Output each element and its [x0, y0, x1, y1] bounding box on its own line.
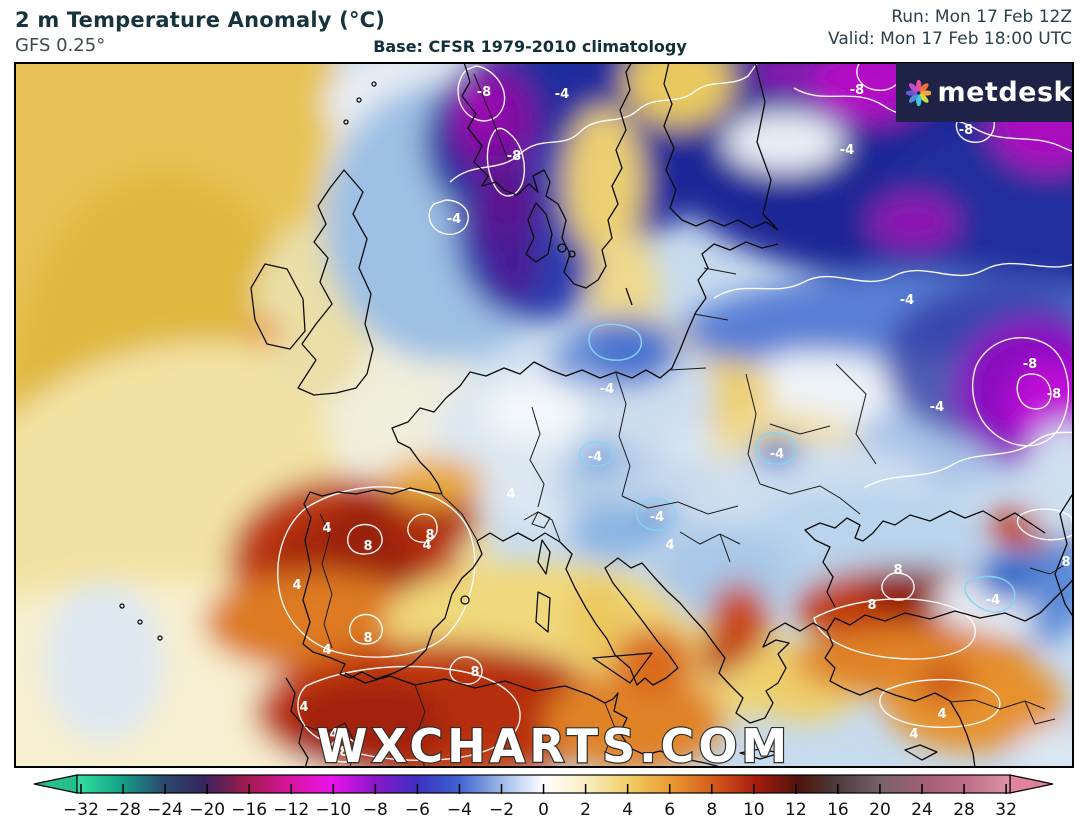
svg-text:8: 8	[1061, 555, 1070, 570]
coastlines	[119, 61, 1075, 769]
colorbar-tick-labels: −32 −28 −24 −20 −16 −12 −10 −8 −6 −4 −2 0 2 4 6 8 10 12 16…	[63, 800, 1017, 820]
contour-lines-cold	[578, 323, 1016, 613]
svg-text:−16: −16	[231, 800, 267, 820]
svg-text:-8: -8	[1023, 357, 1037, 372]
model-label: GFS 0.25°	[15, 35, 106, 56]
svg-text:28: 28	[953, 800, 975, 820]
svg-text:−2: −2	[489, 800, 514, 820]
valid-time-label: Valid: Mon 17 Feb 18:00 UTC	[828, 29, 1072, 49]
svg-text:-4: -4	[447, 212, 461, 227]
svg-text:-4: -4	[600, 382, 614, 397]
contour-lines	[277, 61, 1075, 763]
svg-text:8: 8	[470, 665, 479, 680]
svg-text:−20: −20	[189, 800, 225, 820]
svg-text:4: 4	[292, 578, 301, 593]
svg-text:6: 6	[664, 800, 675, 820]
climatology-base-label: Base: CFSR 1979-2010 climatology	[373, 37, 687, 56]
svg-text:-4: -4	[986, 593, 1000, 608]
svg-text:-8: -8	[477, 85, 491, 100]
run-time-label: Run: Mon 17 Feb 12Z	[891, 7, 1072, 27]
metdesk-logo-text: metdesk	[937, 77, 1072, 108]
svg-text:4: 4	[322, 643, 331, 658]
metdesk-logo: metdesk	[896, 63, 1072, 122]
svg-text:-4: -4	[555, 87, 569, 102]
svg-text:8: 8	[339, 745, 348, 760]
svg-text:−6: −6	[405, 800, 430, 820]
svg-text:8: 8	[867, 598, 876, 613]
svg-text:-8: -8	[1047, 387, 1061, 402]
svg-text:-8: -8	[850, 83, 864, 98]
svg-text:-4: -4	[930, 400, 944, 415]
svg-text:24: 24	[911, 800, 933, 820]
svg-text:10: 10	[743, 800, 765, 820]
svg-text:0: 0	[538, 800, 549, 820]
svg-text:12: 12	[785, 800, 807, 820]
svg-text:-4: -4	[588, 450, 602, 465]
svg-text:32: 32	[995, 800, 1017, 820]
svg-text:4: 4	[299, 700, 308, 715]
svg-text:16: 16	[827, 800, 849, 820]
svg-text:4: 4	[665, 538, 674, 553]
colorbar-right-arrow	[1009, 774, 1054, 794]
svg-text:4: 4	[506, 487, 515, 502]
svg-text:-4: -4	[770, 447, 784, 462]
svg-text:−4: −4	[447, 800, 472, 820]
svg-text:-8: -8	[507, 149, 521, 164]
svg-text:−8: −8	[363, 800, 388, 820]
colorbar-left-arrow	[33, 774, 78, 794]
svg-text:-4: -4	[900, 293, 914, 308]
svg-text:20: 20	[869, 800, 891, 820]
svg-text:8: 8	[706, 800, 717, 820]
watermark: WXCHARTS.COM	[317, 719, 791, 768]
svg-text:−32: −32	[63, 800, 99, 820]
svg-text:4: 4	[322, 521, 331, 536]
svg-text:8: 8	[893, 563, 902, 578]
svg-text:4: 4	[329, 727, 338, 742]
contour-labels: -8 -8 -8 -8 -8 -8 -4 -4 -4 -4 -4 -4 -4 -…	[292, 83, 1070, 760]
svg-text:−28: −28	[105, 800, 141, 820]
country-borders	[304, 73, 1067, 769]
colorbar: −32 −28 −24 −20 −16 −12 −10 −8 −6 −4 −2 0 2 4 6 8 10 12 16…	[33, 774, 1054, 820]
colorbar-ticks	[80, 784, 1007, 794]
svg-text:-4: -4	[840, 143, 854, 158]
svg-text:−12: −12	[273, 800, 309, 820]
svg-text:−10: −10	[315, 800, 351, 820]
svg-text:4: 4	[909, 727, 918, 742]
svg-text:-8: -8	[959, 123, 973, 138]
svg-text:4: 4	[622, 800, 633, 820]
svg-text:8: 8	[363, 539, 372, 554]
svg-text:4: 4	[937, 707, 946, 722]
svg-text:-4: -4	[650, 510, 664, 525]
svg-text:4: 4	[422, 538, 431, 553]
map-frame	[14, 62, 1074, 768]
metdesk-flower-icon	[906, 79, 932, 106]
page-title: 2 m Temperature Anomaly (°C)	[15, 8, 386, 32]
svg-text:8: 8	[425, 528, 434, 543]
svg-text:8: 8	[363, 631, 372, 646]
svg-text:−24: −24	[147, 800, 183, 820]
svg-text:2: 2	[580, 800, 591, 820]
